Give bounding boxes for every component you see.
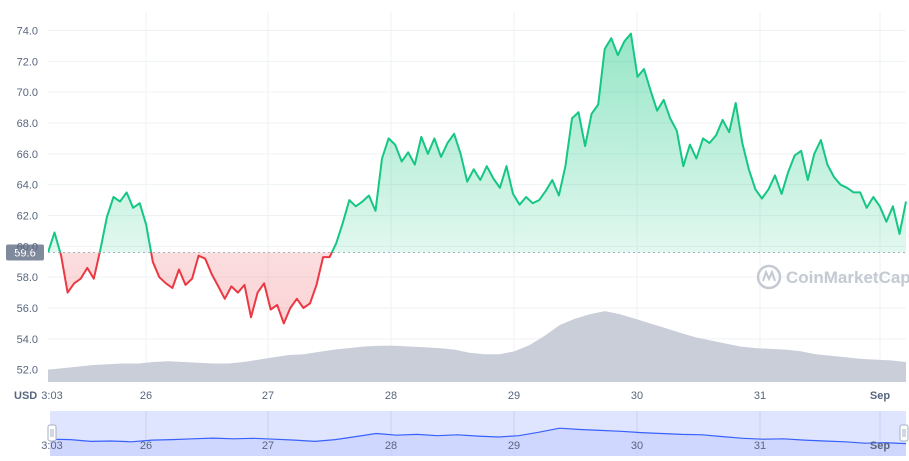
price-series [48,32,907,325]
y-tick-label: 66.0 [17,149,38,161]
navigator-tick-label: 31 [754,440,766,452]
y-tick-label: 72.0 [17,56,38,68]
navigator-left-handle[interactable] [47,424,57,442]
y-tick-label: 54.0 [17,334,38,346]
navigator-tick-label: 3:03 [41,440,62,452]
y-tick-label: 70.0 [17,87,38,99]
x-tick-label: 29 [508,390,520,402]
price-area-down [48,252,906,324]
x-tick-label: 27 [262,390,274,402]
range-navigator[interactable]: 3:03 26 27 28 29 30 31 Sep [41,411,909,456]
y-axis: 52.0 54.0 56.0 58.0 60.0 62.0 64.0 66.0 68.0 70.0… [17,26,38,377]
reference-label: 59.6 [14,248,35,260]
navigator-tick-label: 26 [140,440,152,452]
price-line-down [48,252,333,325]
x-tick-label: 26 [140,390,152,402]
navigator-tick-label: 30 [631,440,643,452]
y-tick-label: 62.0 [17,211,38,223]
y-tick-label: 64.0 [17,180,38,192]
volume-area [48,311,906,382]
price-area-up [48,33,906,253]
x-tick-label: 3:03 [41,390,62,402]
y-tick-label: 68.0 [17,118,38,130]
y-tick-label: 56.0 [17,303,38,315]
navigator-tick-label: 29 [508,440,520,452]
x-tick-label: Sep [870,390,890,402]
watermark-text: CoinMarketCap [786,268,909,287]
x-tick-label: 28 [385,390,397,402]
reference-label-box [6,244,44,261]
coinmarketcap-logo-icon [756,264,782,290]
navigator-tick-label: Sep [870,440,890,452]
currency-label: USD [14,390,37,402]
watermark: CoinMarketCap [756,264,909,290]
y-tick-label: 74.0 [17,26,38,38]
y-tick-label: 52.0 [17,365,38,377]
navigator-tick-label: 28 [385,440,397,452]
reference-line: 59.6 [6,244,906,261]
x-tick-label: 30 [631,390,643,402]
x-tick-label: 31 [754,390,766,402]
volume-area-shape [48,311,906,382]
navigator-right-handle[interactable] [899,424,909,442]
x-axis: USD 3:03 26 27 28 29 30 31 Sep [14,390,890,402]
y-tick-label: 58.0 [17,272,38,284]
y-tick-label: 60.0 [17,241,38,253]
navigator-line [49,427,907,445]
navigator-tick-label: 27 [262,440,274,452]
price-line-up [48,32,907,253]
